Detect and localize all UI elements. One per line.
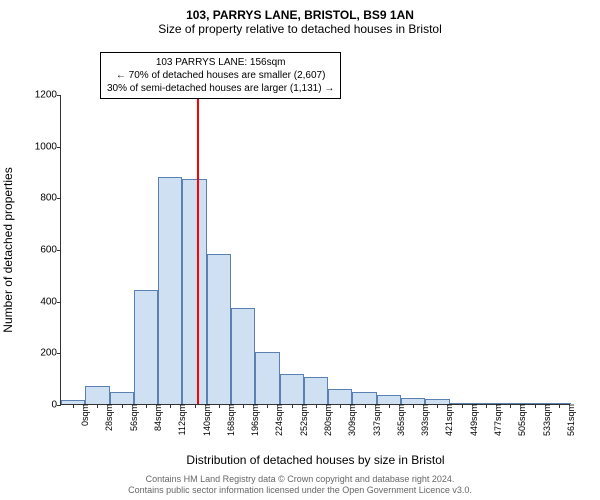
y-axis-label: Number of detached properties [1,167,15,332]
x-tick-label: 252sqm [295,404,309,436]
x-tick-label: 84sqm [149,404,163,431]
x-tick-label: 533sqm [538,404,552,436]
histogram-bar [158,177,182,404]
page-subtitle: Size of property relative to detached ho… [0,22,600,40]
x-tick-mark [122,404,123,408]
x-tick-mark [559,404,560,408]
histogram-bar [207,254,231,404]
x-tick-mark [170,404,171,408]
x-tick-label: 561sqm [562,404,576,436]
x-tick-label: 196sqm [246,404,260,436]
y-tick-mark [57,95,61,96]
x-tick-mark [219,404,220,408]
x-tick-label: 449sqm [465,404,479,436]
x-tick-mark [365,404,366,408]
x-tick-label: 477sqm [489,404,503,436]
histogram-bar [352,392,376,404]
y-tick-mark [57,353,61,354]
annotation-line3: 30% of semi-detached houses are larger (… [107,82,334,95]
footer-line1: Contains HM Land Registry data © Crown c… [0,474,600,485]
x-tick-mark [195,404,196,408]
x-tick-mark [340,404,341,408]
x-tick-label: 28sqm [100,404,114,431]
histogram-bar [134,290,158,404]
x-tick-label: 309sqm [343,404,357,436]
x-tick-label: 421sqm [440,404,454,436]
x-tick-mark [389,404,390,408]
y-tick-mark [57,250,61,251]
histogram-bar [85,386,109,404]
footer-line2: Contains public sector information licen… [0,485,600,496]
x-tick-label: 365sqm [392,404,406,436]
x-tick-mark [316,404,317,408]
histogram-bar [377,395,401,404]
x-tick-label: 140sqm [198,404,212,436]
x-tick-label: 224sqm [270,404,284,436]
page-title: 103, PARRYS LANE, BRISTOL, BS9 1AN [0,0,600,22]
histogram-bar [182,179,206,404]
reference-line [197,95,199,404]
x-tick-mark [535,404,536,408]
x-tick-mark [267,404,268,408]
y-tick-mark [57,302,61,303]
x-tick-label: 280sqm [319,404,333,436]
x-tick-label: 0sqm [76,404,90,426]
histogram-bar [328,389,352,405]
x-tick-mark [146,404,147,408]
y-tick-mark [57,147,61,148]
x-tick-label: 168sqm [222,404,236,436]
x-tick-label: 337sqm [368,404,382,436]
x-tick-mark [486,404,487,408]
x-tick-label: 112sqm [173,404,187,435]
x-tick-mark [292,404,293,408]
x-tick-mark [97,404,98,408]
x-tick-mark [413,404,414,408]
footer-attribution: Contains HM Land Registry data © Crown c… [0,474,600,496]
x-tick-mark [243,404,244,408]
annotation-line2: ← 70% of detached houses are smaller (2,… [107,69,334,82]
x-tick-mark [437,404,438,408]
histogram-bar [280,374,304,404]
annotation-box: 103 PARRYS LANE: 156sqm ← 70% of detache… [100,52,341,99]
y-tick-mark [57,198,61,199]
histogram-bar [255,352,279,404]
y-tick-mark [57,405,61,406]
x-tick-label: 505sqm [513,404,527,436]
x-tick-mark [462,404,463,408]
x-tick-mark [73,404,74,408]
histogram-bar [231,308,255,404]
x-axis-label: Distribution of detached houses by size … [61,453,570,467]
annotation-line1: 103 PARRYS LANE: 156sqm [107,56,334,69]
histogram-bar [110,392,134,404]
x-tick-mark [510,404,511,408]
x-tick-label: 56sqm [125,404,139,431]
histogram-bar [304,377,328,404]
x-tick-label: 393sqm [416,404,430,436]
histogram-chart: 0200400600800100012000sqm28sqm56sqm84sqm… [60,95,570,405]
